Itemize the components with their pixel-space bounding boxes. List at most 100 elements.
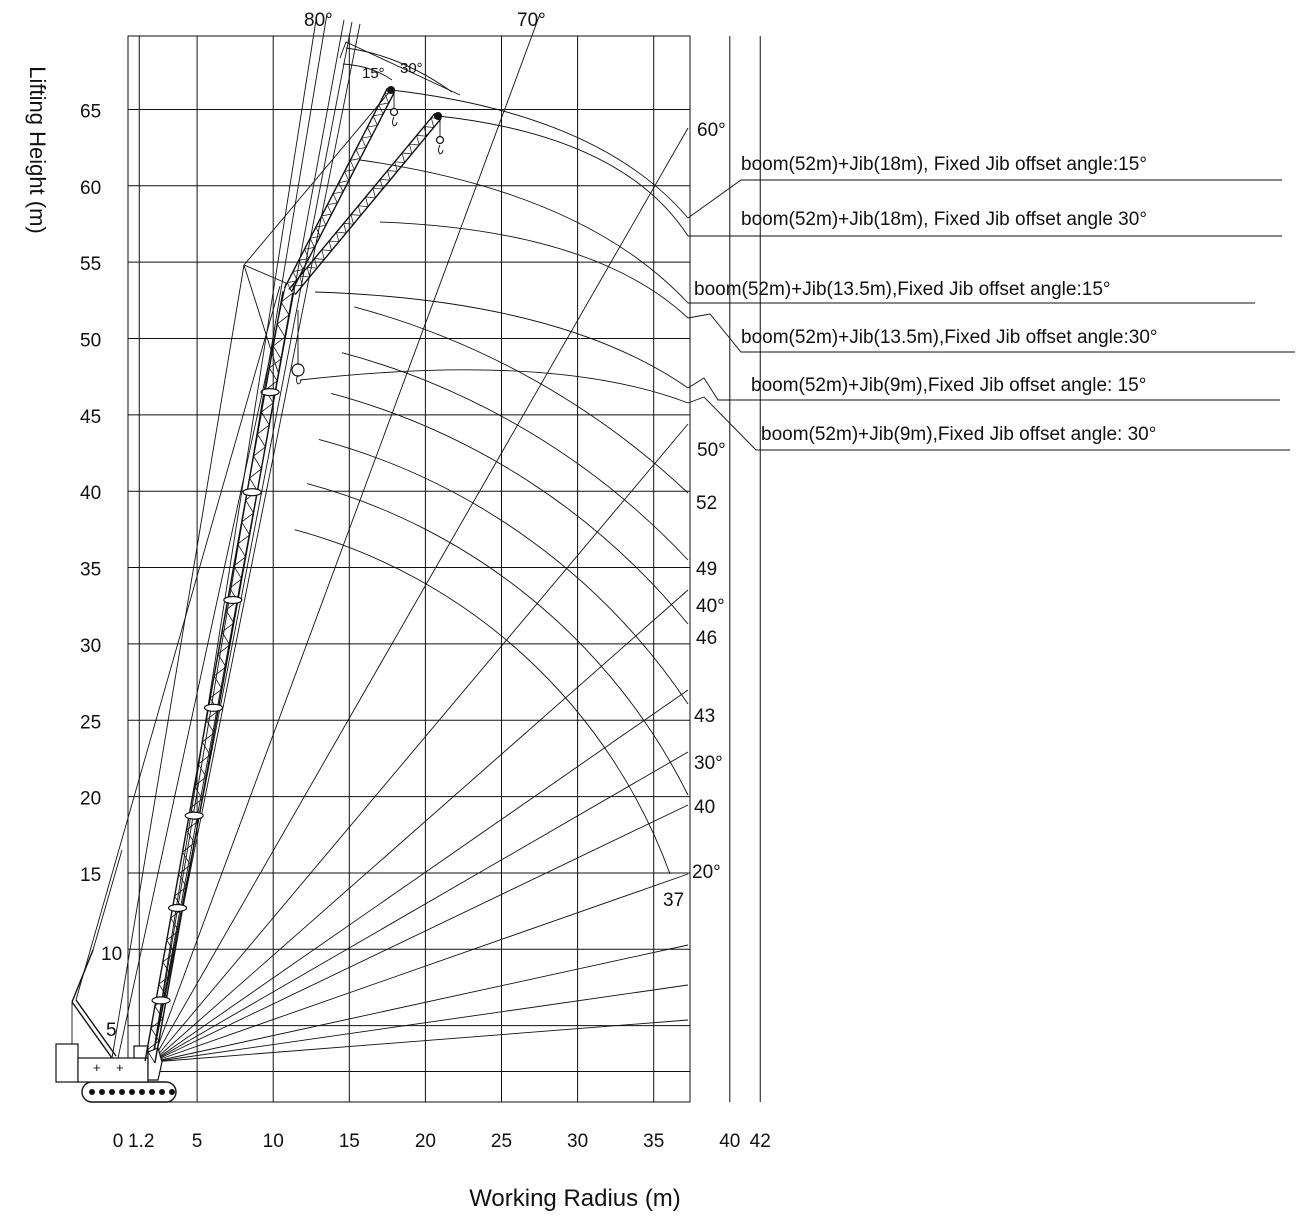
angle-ray	[151, 423, 689, 1063]
mast-strut-2	[75, 999, 117, 1057]
boom-length-46: 46	[696, 628, 717, 649]
x-tick-label: 15	[339, 1131, 360, 1152]
y-tick-label: 60	[80, 178, 101, 199]
angle-label-80: 80°	[304, 10, 333, 31]
y-tick-label: 25	[80, 712, 101, 733]
x-tick-labels: 0 1.2 5 10 15 20 25 30 35 40 42	[113, 1131, 771, 1152]
mast-label-10: 10	[101, 944, 122, 965]
boom-length-49: 49	[696, 559, 717, 580]
x-tick-label: 1.2	[128, 1131, 154, 1152]
y-tick-label: 50	[80, 331, 101, 352]
boom-section-joint	[242, 488, 262, 497]
config-label-1: boom(52m)+Jib(18m), Fixed Jib offset ang…	[741, 154, 1147, 175]
crawler-crane-illustration: + + 10 5	[55, 41, 461, 1103]
boom-length-43: 43	[694, 706, 715, 727]
track-wheel	[109, 1089, 115, 1095]
boom-length-37: 37	[663, 890, 684, 911]
hook-block	[389, 107, 399, 117]
jib-offset-label-15: 15°	[362, 65, 385, 82]
track-wheel	[119, 1089, 125, 1095]
pendant-line-1	[117, 282, 287, 1059]
boom-length-arc	[318, 438, 689, 705]
angle-label-30: 30°	[694, 753, 723, 774]
leader-6	[687, 396, 1290, 451]
mast-label-5: 5	[106, 1020, 117, 1041]
upper-works	[77, 1057, 149, 1083]
y-tick-label: 65	[80, 101, 101, 122]
angle-ray	[151, 804, 689, 1063]
jib-arc	[390, 89, 689, 219]
x-axis-title: Working Radius (m)	[469, 1185, 681, 1212]
boom-foot	[147, 1047, 163, 1081]
jib-height-arcs	[299, 89, 689, 404]
counterweight	[55, 1043, 79, 1083]
jib-offset-label-30: 30°	[400, 60, 423, 77]
config-label-5: boom(52m)+Jib(9m),Fixed Jib offset angle…	[751, 375, 1146, 396]
angle-ray	[151, 19, 317, 1063]
x-tick-label: 42	[750, 1131, 771, 1152]
boom-length-arc	[294, 529, 671, 875]
pendant-line-2	[111, 264, 245, 1059]
boom-length-arc	[306, 483, 689, 796]
track-wheels	[89, 1089, 175, 1095]
angle-label-60: 60°	[697, 120, 726, 141]
boom-section-joint	[168, 903, 188, 913]
x-tick-label: 40	[719, 1131, 740, 1152]
jib-arc	[314, 291, 689, 389]
offset-arc-15	[342, 63, 393, 81]
hook-block	[291, 363, 305, 377]
jib-arc	[437, 115, 689, 237]
pendant-line-3	[75, 285, 281, 1001]
config-label-2: boom(52m)+Jib(18m), Fixed Jib offset ang…	[741, 209, 1147, 230]
jib-offset-guide	[339, 41, 461, 96]
y-tick-label: 35	[80, 560, 101, 581]
boom-section-joint	[260, 388, 280, 397]
config-label-6: boom(52m)+Jib(9m),Fixed Jib offset angle…	[761, 424, 1156, 445]
boom-section-joint	[223, 595, 243, 605]
jib-30-chord	[288, 112, 436, 290]
track-wheel	[99, 1089, 105, 1095]
boom-length-arc	[354, 306, 689, 494]
angle-ray	[151, 984, 689, 1063]
jib-30-lacing	[292, 117, 442, 295]
hook	[392, 116, 398, 127]
jib-arc	[379, 221, 689, 319]
track-wheel	[139, 1089, 145, 1095]
angle-ray	[151, 21, 353, 1063]
jib-30-tip-sheave	[434, 112, 442, 120]
boom-section-joint	[151, 996, 171, 1005]
y-axis-title: Lifting Height (m)	[25, 66, 50, 234]
boom-length-arc	[341, 352, 689, 561]
jib-15-chord	[283, 87, 389, 289]
track-wheel	[89, 1089, 95, 1095]
x-tick-label: 5	[192, 1131, 203, 1152]
angle-ray	[151, 589, 689, 1063]
mast-strut	[71, 1001, 113, 1059]
plus-mark-1: +	[93, 1060, 101, 1075]
hook-blocks	[291, 90, 445, 385]
angle-label-70: 70°	[517, 10, 546, 31]
y-tick-label: 40	[80, 483, 101, 504]
leader-4	[687, 313, 1295, 353]
fixed-jibs	[283, 86, 442, 296]
angle-ray	[151, 873, 689, 1063]
track-wheel	[159, 1089, 165, 1095]
angle-ray	[151, 751, 689, 1063]
angle-label-50: 50°	[697, 440, 726, 461]
boom-chord	[154, 292, 294, 1064]
angle-ray	[151, 13, 541, 1063]
x-tick-label: 30	[567, 1131, 588, 1152]
boom-section-joint	[184, 811, 204, 820]
boom-length-arcs	[294, 306, 689, 875]
boom-lacing	[146, 292, 294, 1064]
hook	[438, 144, 444, 155]
jib-15-lacing	[286, 91, 395, 292]
y-tick-label: 30	[80, 636, 101, 657]
boom-length-40: 40	[694, 797, 715, 818]
y-tick-label: 55	[80, 254, 101, 275]
configuration-callouts: boom(52m)+Jib(18m), Fixed Jib offset ang…	[687, 154, 1295, 451]
x-tick-label: 10	[263, 1131, 284, 1152]
angle-ray	[151, 689, 689, 1063]
boom-length-52: 52	[696, 493, 717, 514]
